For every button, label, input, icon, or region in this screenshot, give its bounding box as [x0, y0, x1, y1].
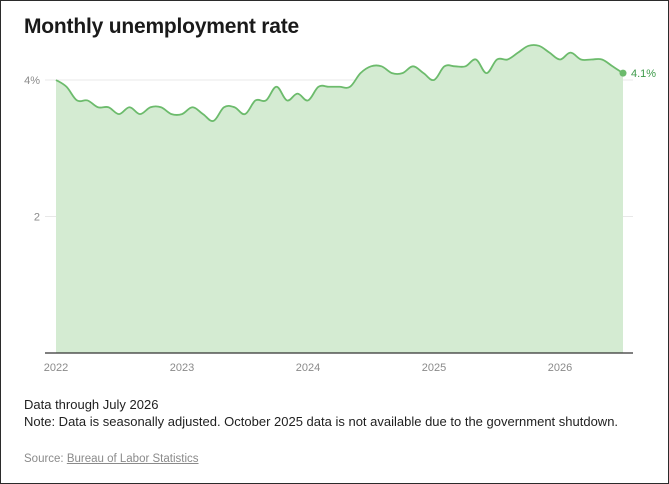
x-tick-label-2026: 2026 — [548, 362, 572, 374]
source-prefix: Source: — [24, 453, 67, 465]
unemployment-area-chart: 2 4% 4.1% 2022 2023 2024 2025 2026 — [24, 44, 656, 374]
y-tick-label: 2 — [34, 211, 40, 223]
data-through-text: Data through July 2026 — [24, 397, 159, 412]
chart-title: Monthly unemployment rate — [24, 15, 300, 38]
y-tick-label: 4% — [24, 75, 40, 87]
seasonal-note-text: Note: Data is seasonally adjusted. Octob… — [24, 414, 619, 429]
series-line — [55, 44, 624, 122]
x-tick-label-2024: 2024 — [296, 362, 320, 374]
source-line: Source: Bureau of Labor Statistics — [24, 453, 199, 465]
x-tick-label-2022: 2022 — [44, 362, 68, 374]
chart-notes: Data through July 2026 Note: Data is sea… — [24, 396, 644, 430]
x-tick-label-2025: 2025 — [422, 362, 446, 374]
area-fill — [56, 44, 623, 353]
end-value-label: 4.1% — [631, 68, 656, 80]
end-point-marker — [619, 69, 627, 77]
source-link[interactable]: Bureau of Labor Statistics — [66, 453, 199, 465]
x-tick-label-2023: 2023 — [170, 362, 194, 374]
